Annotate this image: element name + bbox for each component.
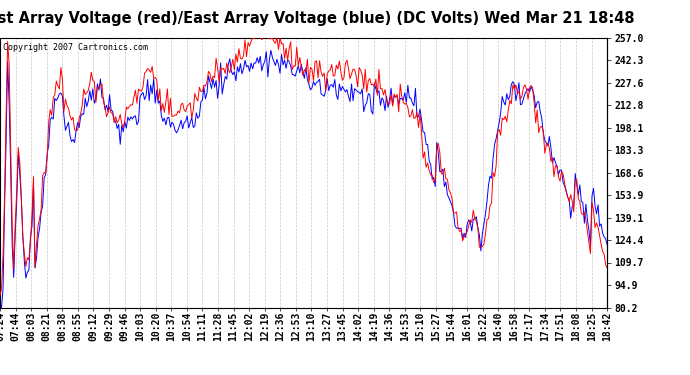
Text: Copyright 2007 Cartronics.com: Copyright 2007 Cartronics.com (3, 43, 148, 52)
Text: West Array Voltage (red)/East Array Voltage (blue) (DC Volts) Wed Mar 21 18:48: West Array Voltage (red)/East Array Volt… (0, 11, 635, 26)
